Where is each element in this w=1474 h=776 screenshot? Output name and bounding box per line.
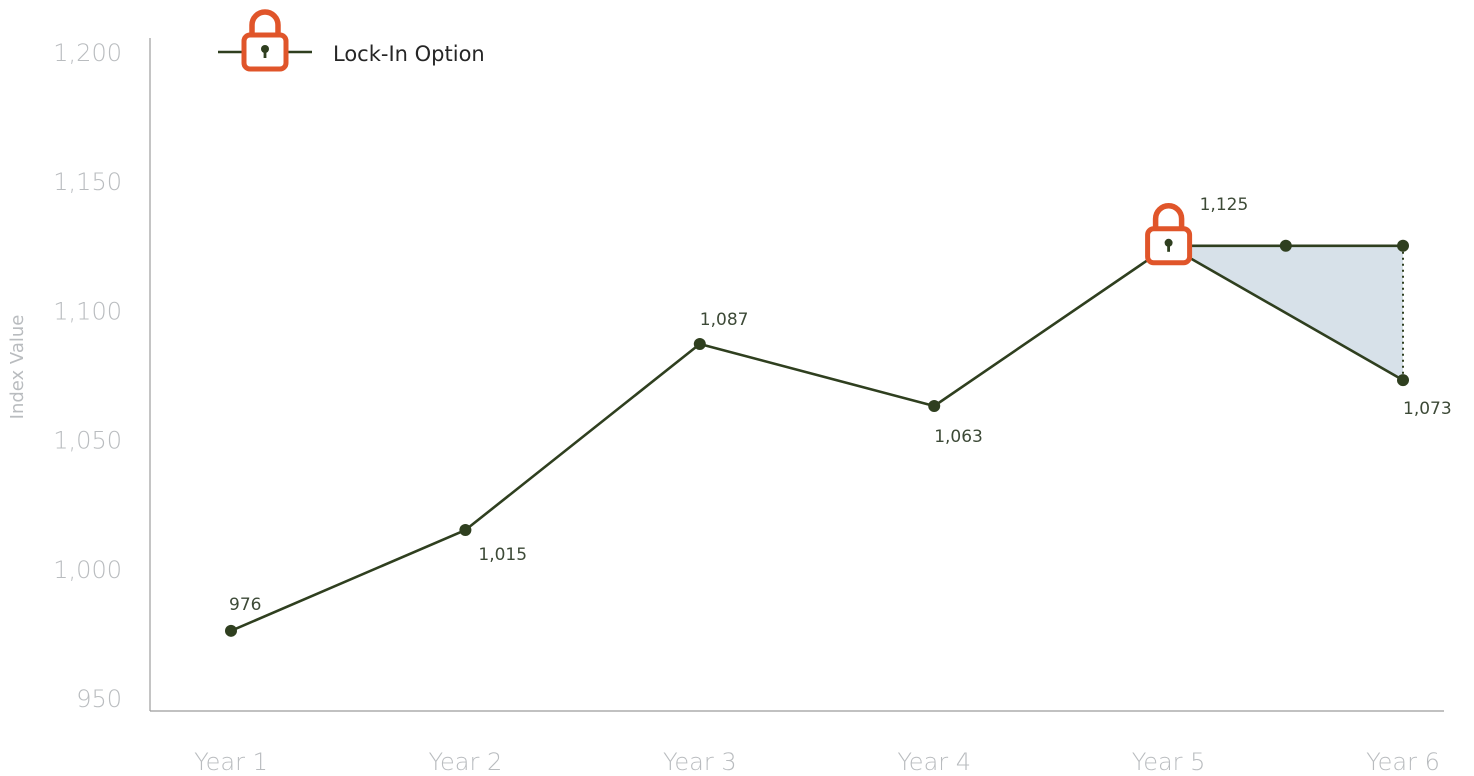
y-tick-label: 1,100 bbox=[53, 297, 122, 325]
data-label: 1,125 bbox=[1200, 195, 1249, 215]
data-point bbox=[1397, 374, 1409, 387]
axes: 1,200 1,150 1,100 1,050 1,000 950 Year 1 Year 2… bbox=[7, 38, 1444, 776]
y-tick-label: 1,200 bbox=[53, 39, 122, 67]
y-axis-title: Index Value bbox=[7, 315, 28, 420]
x-tick-label: Year 5 bbox=[1132, 748, 1206, 776]
data-label: 1,015 bbox=[478, 545, 527, 565]
y-tick-label: 1,150 bbox=[53, 168, 122, 196]
index-value-line bbox=[230, 244, 1404, 633]
data-point bbox=[225, 624, 237, 637]
x-tick-label: Year 1 bbox=[194, 748, 268, 776]
legend: Lock-In Option bbox=[218, 9, 485, 72]
x-tick-label: Year 2 bbox=[429, 748, 503, 776]
y-tick-label: 950 bbox=[76, 685, 122, 713]
legend-label: Lock-In Option bbox=[333, 42, 485, 66]
legend-lock-icon bbox=[241, 9, 289, 72]
y-tick-label: 1,000 bbox=[53, 556, 122, 584]
data-point bbox=[928, 400, 941, 413]
data-point bbox=[693, 337, 706, 350]
x-tick-label: Year 3 bbox=[663, 748, 737, 776]
data-labels: 976 1,015 1,087 1,063 1,125 1,073 bbox=[229, 195, 1452, 615]
series bbox=[225, 203, 1409, 637]
locked-data-point bbox=[1279, 239, 1292, 252]
lock-icon bbox=[1145, 203, 1193, 266]
data-label: 1,073 bbox=[1403, 399, 1452, 419]
x-tick-label: Year 4 bbox=[897, 748, 971, 776]
data-label: 1,087 bbox=[700, 310, 749, 330]
locked-data-point bbox=[1397, 239, 1409, 252]
y-tick-label: 1,050 bbox=[53, 427, 122, 455]
data-label: 976 bbox=[229, 595, 261, 615]
x-tick-label: Year 6 bbox=[1366, 748, 1440, 776]
data-label: 1,063 bbox=[934, 427, 983, 447]
data-point bbox=[459, 524, 472, 537]
